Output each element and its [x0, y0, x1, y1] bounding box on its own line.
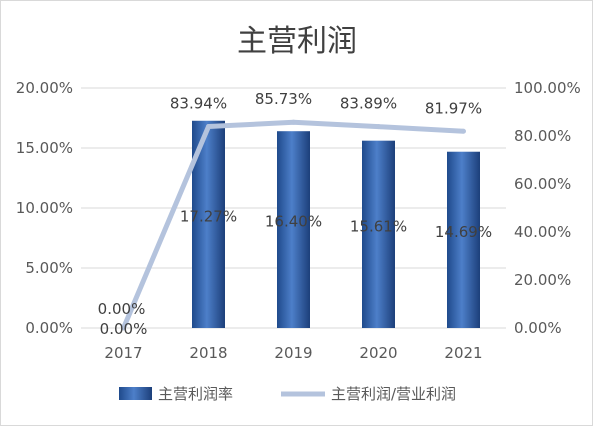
line-point [121, 325, 126, 331]
x-tick-label: 2020 [359, 344, 397, 362]
x-tick-label: 2019 [274, 344, 312, 362]
bar-data-label: 14.69% [435, 223, 492, 241]
data-labels: 0.00% 17.27% 16.40% 15.61% 14.69% 0.00% 83.94%… [98, 90, 492, 338]
y-left-tick-label: 15.00% [16, 139, 73, 157]
legend-label-bar: 主营利润率 [158, 385, 233, 403]
line-point [206, 124, 211, 130]
y-right-tick-label: 20.00% [514, 271, 571, 289]
line-series [121, 119, 466, 331]
y-right-tick-label: 80.00% [514, 127, 571, 145]
bar-data-label: 15.61% [350, 217, 407, 235]
bar [277, 131, 310, 328]
x-tick-label: 2018 [189, 344, 227, 362]
axis-ticks: 0.00% 5.00% 10.00% 15.00% 20.00% 0.00% 20.00% 4… [16, 79, 581, 362]
y-right-tick-label: 60.00% [514, 175, 571, 193]
x-tick-label: 2021 [444, 344, 482, 362]
bar-data-label: 16.40% [265, 213, 322, 231]
y-right-tick-label: 0.00% [514, 319, 562, 337]
line-point [376, 124, 381, 130]
y-right-tick-label: 100.00% [514, 79, 581, 97]
line-data-label: 0.00% [98, 300, 146, 318]
y-right-tick-label: 40.00% [514, 223, 571, 241]
legend-swatch-bar [119, 387, 152, 400]
legend-label-line: 主营利润/营业利润 [331, 385, 456, 403]
line-data-label: 81.97% [425, 99, 482, 117]
line-data-label: 83.89% [340, 95, 397, 113]
y-left-tick-label: 0.00% [25, 319, 73, 337]
line-point [291, 119, 296, 125]
bar [362, 140, 395, 328]
chart-title: 主营利润 [237, 24, 357, 59]
x-tick-label: 2017 [104, 344, 142, 362]
y-left-tick-label: 20.00% [16, 79, 73, 97]
y-left-tick-label: 10.00% [16, 199, 73, 217]
legend: 主营利润率 主营利润/营业利润 [119, 385, 456, 403]
bar-data-label: 17.27% [180, 207, 237, 225]
bar-data-label: 0.00% [100, 320, 148, 338]
line-data-label: 85.73% [255, 90, 312, 108]
line-data-label: 83.94% [170, 95, 227, 113]
line-point [461, 128, 466, 134]
bar [447, 151, 480, 328]
y-left-tick-label: 5.00% [25, 259, 73, 277]
